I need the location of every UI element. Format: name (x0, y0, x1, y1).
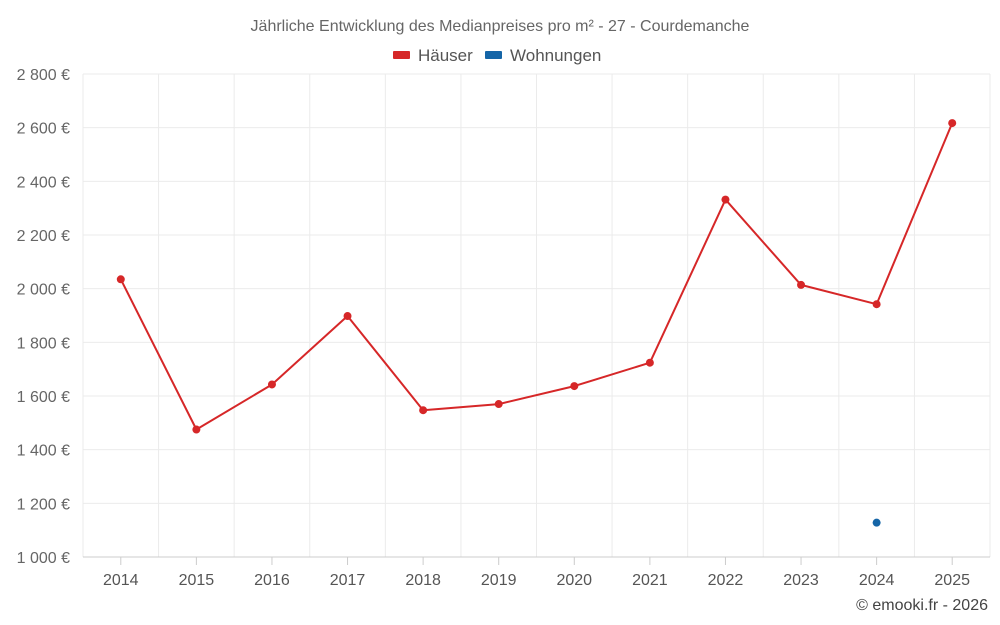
data-point-haeuser[interactable] (721, 195, 730, 204)
legend: Häuser Wohnungen (393, 46, 601, 65)
data-point-haeuser[interactable] (343, 312, 352, 321)
x-tick-label: 2022 (708, 572, 744, 589)
x-tick-label: 2014 (103, 572, 139, 589)
legend-item-wohnungen[interactable]: Wohnungen (485, 46, 601, 65)
y-axis: 1 000 € 1 200 € 1 400 € 1 600 € 1 800 € 2 000… (17, 67, 70, 567)
data-point-haeuser[interactable] (797, 280, 806, 289)
data-point-haeuser[interactable] (116, 275, 125, 284)
x-tick-label: 2021 (632, 572, 668, 589)
x-tick-label: 2025 (934, 572, 970, 589)
y-tick-label: 2 600 € (17, 121, 70, 138)
series (116, 119, 957, 527)
x-axis: 2014 2015 2016 2017 2018 2019 2020 2021 2022 2023… (83, 556, 990, 589)
x-tick-label: 2016 (254, 572, 290, 589)
x-tick-label: 2023 (783, 572, 819, 589)
data-point-haeuser[interactable] (645, 358, 654, 367)
y-tick-label: 1 400 € (17, 443, 70, 460)
y-tick-label: 2 200 € (17, 228, 70, 245)
legend-swatch-wohnungen (485, 51, 502, 59)
chart-title: Jährliche Entwicklung des Medianpreises … (251, 18, 750, 35)
data-point-haeuser[interactable] (192, 425, 201, 434)
copyright-notice: © emooki.fr - 2026 (856, 597, 988, 614)
x-tick-label: 2015 (179, 572, 215, 589)
data-point-haeuser[interactable] (494, 400, 503, 409)
data-point-wohnungen[interactable] (872, 518, 881, 527)
x-tick-label: 2017 (330, 572, 366, 589)
data-point-haeuser[interactable] (267, 380, 276, 389)
legend-item-haeuser[interactable]: Häuser (393, 46, 473, 65)
y-tick-label: 2 000 € (17, 282, 70, 299)
y-tick-label: 1 600 € (17, 389, 70, 406)
y-tick-label: 2 400 € (17, 174, 70, 191)
legend-swatch-haeuser (393, 51, 410, 59)
series-line-haeuser (119, 122, 954, 431)
data-point-haeuser[interactable] (419, 406, 428, 415)
legend-label-haeuser: Häuser (418, 46, 473, 65)
grid (82, 73, 991, 557)
y-tick-label: 1 200 € (17, 496, 70, 513)
x-tick-label: 2020 (556, 572, 592, 589)
legend-label-wohnungen: Wohnungen (510, 46, 601, 65)
data-point-haeuser[interactable] (570, 382, 579, 391)
data-point-haeuser[interactable] (948, 119, 957, 128)
x-tick-label: 2018 (405, 572, 441, 589)
x-tick-label: 2019 (481, 572, 517, 589)
data-point-haeuser[interactable] (872, 300, 881, 309)
y-tick-label: 2 800 € (17, 67, 70, 84)
y-tick-label: 1 000 € (17, 550, 70, 567)
y-tick-label: 1 800 € (17, 335, 70, 352)
x-tick-label: 2024 (859, 572, 895, 589)
